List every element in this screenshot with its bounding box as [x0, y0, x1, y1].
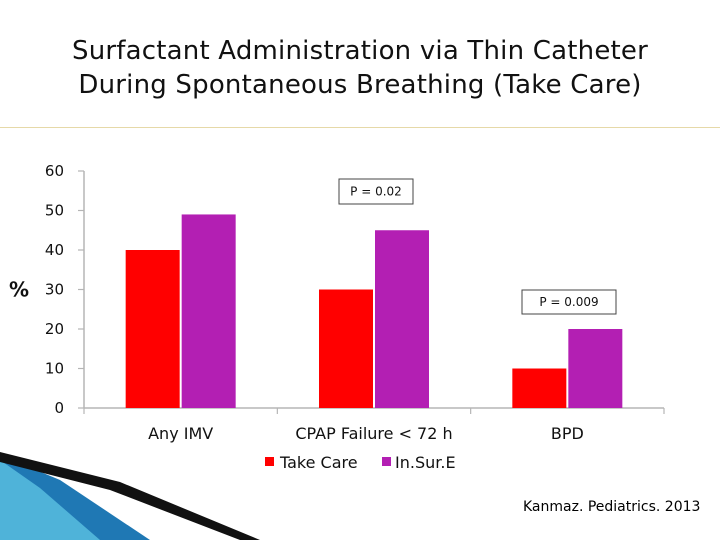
bar	[568, 329, 623, 408]
p-value-annotation: P = 0.009	[521, 289, 617, 315]
legend-swatch	[382, 457, 391, 466]
chart-title: Surfactant Administration via Thin Cathe…	[0, 34, 720, 102]
y-tick-label: 60	[45, 162, 64, 180]
legend-label: Take Care	[279, 453, 358, 472]
title-line-1: Surfactant Administration via Thin Cathe…	[71, 36, 648, 66]
bar	[181, 214, 236, 408]
y-tick-label: 30	[45, 281, 64, 299]
bar	[319, 289, 373, 408]
y-tick-label: 0	[54, 399, 64, 417]
p-value-label: P = 0.009	[539, 295, 598, 309]
legend-swatch	[265, 457, 274, 466]
y-tick-label: 10	[45, 360, 64, 378]
y-tick-label: 40	[45, 241, 64, 259]
bar	[512, 368, 567, 408]
p-value-box	[338, 178, 414, 205]
x-category-label: Any IMV	[148, 424, 213, 443]
p-value-annotation: P = 0.02	[338, 178, 414, 205]
decorative-swoosh	[0, 452, 260, 540]
legend-label: In.Sur.E	[395, 453, 456, 472]
bar	[375, 230, 429, 408]
citation: Kanmaz. Pediatrics. 2013	[523, 499, 701, 515]
title-divider	[0, 127, 720, 128]
x-category-label: CPAP Failure < 72 h	[295, 424, 452, 443]
y-tick-label: 50	[45, 202, 64, 220]
bar	[125, 250, 180, 408]
y-axis-label: %	[9, 278, 29, 302]
x-category-label: BPD	[551, 424, 584, 443]
y-tick-label: 20	[45, 320, 64, 338]
p-value-box	[521, 289, 617, 315]
title-line-2: During Spontaneous Breathing (Take Care)	[78, 70, 642, 100]
p-value-label: P = 0.02	[350, 185, 402, 199]
